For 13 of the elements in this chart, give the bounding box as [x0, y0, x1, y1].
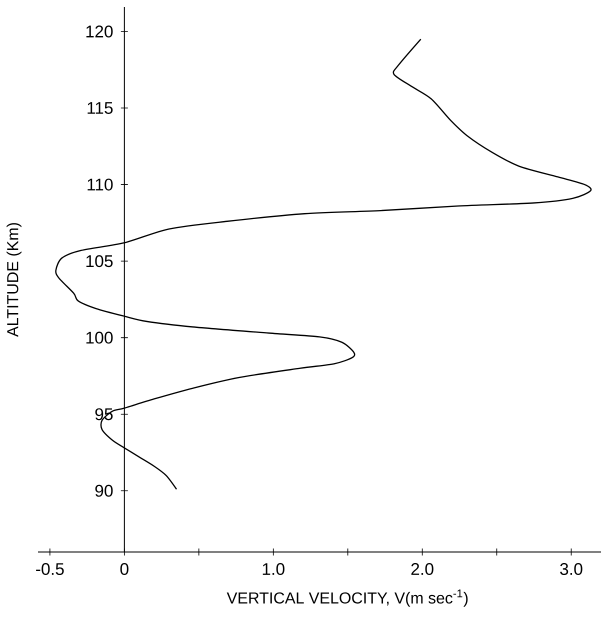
x-tick-label: 0: [120, 563, 128, 576]
y-tick-label: 90: [95, 484, 113, 497]
y-tick-label: 105: [86, 255, 113, 268]
y-tick-label: 115: [88, 102, 113, 114]
x-tick-label: 3.0: [560, 563, 582, 576]
x-tick-label: 1.0: [262, 563, 284, 576]
x-tick-label: -0.5: [36, 563, 64, 576]
y-tick-label: 110: [88, 178, 113, 191]
x-axis-title: VERTICAL VELOCITY, V(m sec$^{-1}$): [226, 590, 468, 607]
y-tick-label: 100: [86, 332, 113, 344]
y-axis-title: ALTITUDE (Km): [6, 223, 22, 337]
x-tick-label: 2.0: [411, 563, 434, 576]
y-tick-label: 120: [86, 25, 113, 38]
